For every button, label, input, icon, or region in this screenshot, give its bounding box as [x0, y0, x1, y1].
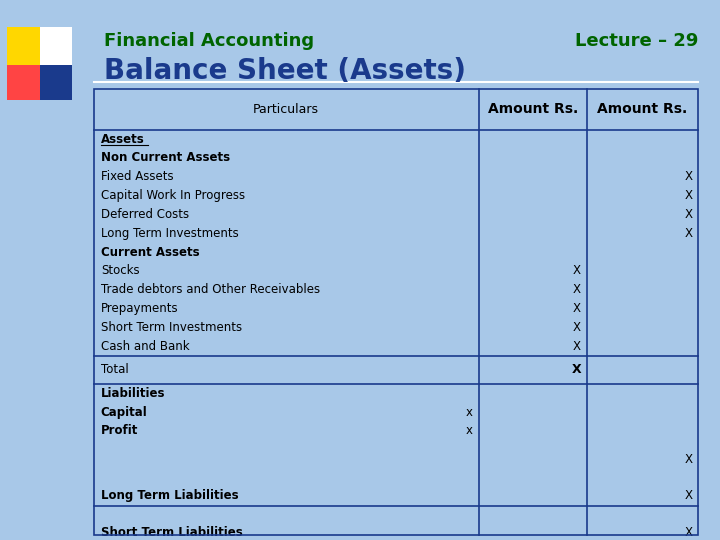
Text: Short Term Investments: Short Term Investments	[101, 321, 242, 334]
Text: Trade debtors and Other Receivables: Trade debtors and Other Receivables	[101, 283, 320, 296]
Text: X: X	[573, 321, 581, 334]
Text: X: X	[685, 189, 693, 202]
Text: X: X	[573, 340, 581, 353]
Text: Current Assets: Current Assets	[101, 246, 199, 259]
Text: Financial Accounting: Financial Accounting	[104, 32, 315, 50]
Text: X: X	[573, 265, 581, 278]
Text: Total: Total	[101, 363, 129, 376]
Text: Capital: Capital	[101, 406, 148, 419]
Text: Non Current Assets: Non Current Assets	[101, 151, 230, 164]
Text: Deferred Costs: Deferred Costs	[101, 208, 189, 221]
Text: Profit: Profit	[101, 424, 138, 437]
Text: Amount Rs.: Amount Rs.	[598, 103, 688, 116]
Text: Balance Sheet (Assets): Balance Sheet (Assets)	[104, 57, 467, 85]
Text: Fixed Assets: Fixed Assets	[101, 170, 174, 183]
Text: X: X	[685, 227, 693, 240]
Text: X: X	[572, 363, 581, 376]
Text: X: X	[685, 526, 693, 539]
Text: X: X	[685, 489, 693, 502]
Text: Lecture – 29: Lecture – 29	[575, 32, 698, 50]
Text: Long Term Investments: Long Term Investments	[101, 227, 238, 240]
Text: x: x	[466, 406, 473, 419]
Text: Particulars: Particulars	[253, 103, 319, 116]
Text: X: X	[685, 453, 693, 465]
Text: X: X	[685, 208, 693, 221]
Text: X: X	[573, 283, 581, 296]
Text: X: X	[573, 302, 581, 315]
Text: Capital Work In Progress: Capital Work In Progress	[101, 189, 245, 202]
Text: X: X	[685, 170, 693, 183]
Text: Short Term Liabilities: Short Term Liabilities	[101, 526, 243, 539]
Text: Prepayments: Prepayments	[101, 302, 179, 315]
Text: Liabilities: Liabilities	[101, 387, 166, 400]
Text: x: x	[466, 424, 473, 437]
Text: Amount Rs.: Amount Rs.	[487, 103, 578, 116]
Text: Cash and Bank: Cash and Bank	[101, 340, 189, 353]
Text: Assets: Assets	[101, 132, 145, 145]
Text: Stocks: Stocks	[101, 265, 140, 278]
Text: Long Term Liabilities: Long Term Liabilities	[101, 489, 238, 502]
